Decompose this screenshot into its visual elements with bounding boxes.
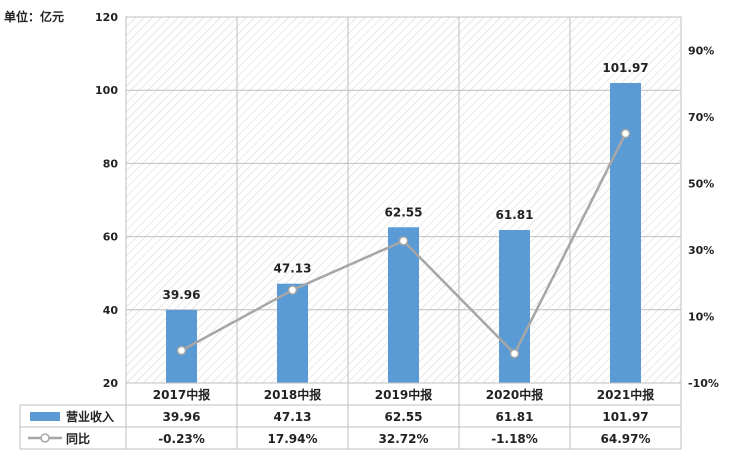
left-axis-tick-label: 100 [95, 84, 118, 97]
legend-label-revenue: 营业收入 [66, 409, 114, 424]
bar-value-label: 61.81 [496, 208, 534, 222]
left-axis-tick-label: 40 [103, 304, 119, 317]
right-axis-tick-label: 90% [688, 44, 714, 57]
table-cell-revenue: 39.96 [163, 410, 201, 424]
legend-label-yoy: 同比 [66, 431, 90, 446]
category-label: 2017中报 [153, 387, 210, 402]
table-cell-yoy: -0.23% [158, 432, 205, 446]
bar-2018中报 [277, 283, 308, 383]
right-axis: -10% 10% 30% 50% 70% 90% [688, 44, 719, 390]
left-axis-tick-label: 120 [95, 11, 118, 24]
table-cell-revenue: 61.81 [496, 410, 534, 424]
yoy-point-2017中报 [176, 345, 187, 356]
category-label: 2021中报 [597, 387, 654, 402]
legend-swatch-bar [30, 412, 60, 421]
bar-2020中报 [499, 229, 530, 383]
yoy-point-2021中报 [620, 128, 631, 139]
left-axis-tick-label: 60 [103, 231, 119, 244]
table-cell-yoy: 17.94% [268, 432, 318, 446]
line-series [176, 128, 631, 359]
left-axis-tick-label: 20 [103, 377, 119, 390]
table-cell-revenue: 101.97 [602, 410, 648, 424]
bar-2021中报 [610, 82, 641, 383]
yoy-point-2020中报 [509, 348, 520, 359]
unit-label: 单位：亿元 [4, 9, 64, 24]
bar-value-label: 47.13 [274, 262, 312, 276]
right-axis-tick-label: -10% [688, 377, 719, 390]
category-label: 2020中报 [486, 387, 543, 402]
table-cell-yoy: 32.72% [379, 432, 429, 446]
yoy-point-2018中报 [287, 285, 298, 295]
category-label: 2018中报 [264, 387, 321, 402]
bar-series [166, 82, 641, 383]
right-axis-tick-label: 50% [688, 177, 714, 190]
bar-value-label: 101.97 [602, 61, 648, 75]
bar-2019中报 [388, 227, 419, 383]
table-cell-revenue: 47.13 [274, 410, 312, 424]
left-axis: 20 40 60 80 100 120 [95, 11, 118, 390]
left-axis-tick-label: 80 [103, 157, 119, 170]
category-label: 2019中报 [375, 387, 432, 402]
right-axis-tick-label: 30% [688, 244, 714, 257]
table-cell-revenue: 62.55 [385, 410, 423, 424]
data-labels: 39.96 47.13 62.55 61.81 101.97 [163, 61, 649, 302]
right-axis-tick-label: 10% [688, 310, 714, 323]
table-cell-yoy: 64.97% [601, 432, 651, 446]
yoy-point-2019中报 [398, 236, 409, 246]
table-cell-yoy: -1.18% [491, 432, 538, 446]
bar-value-label: 39.96 [163, 288, 201, 302]
legend-swatch-marker [40, 433, 50, 443]
bar-value-label: 62.55 [385, 205, 423, 219]
right-axis-tick-label: 70% [688, 111, 714, 124]
